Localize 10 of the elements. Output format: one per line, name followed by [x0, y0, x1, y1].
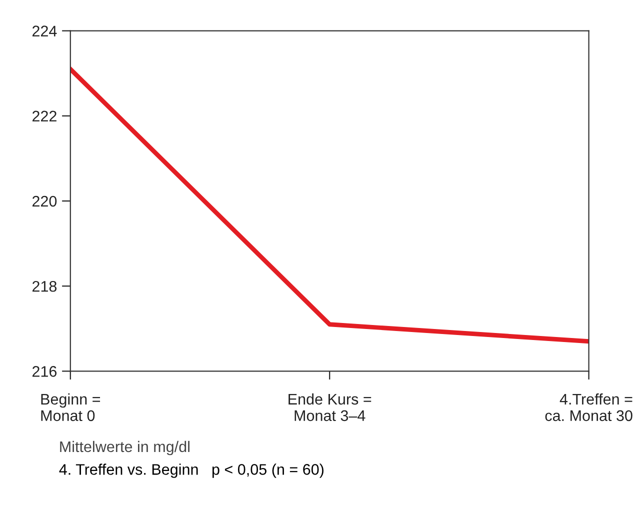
y-tick-label: 224 [32, 26, 57, 36]
y-tick-label: 218 [32, 280, 57, 292]
y-tick-label: 220 [32, 196, 57, 207]
x-tick-label: 4.Treffen = ca. Monat 30 [545, 393, 632, 422]
y-tick-label: 222 [32, 110, 56, 122]
y-tick-label: 216 [32, 366, 57, 377]
text: 4. Treffen vs. Beginn p < 0,05 (n = 60) [59, 464, 324, 478]
x-tick-label: Ende Kurs = Monat 3–4 [288, 393, 372, 422]
x-tick-label: Beginn = Monat 0 [41, 393, 100, 422]
text: Mittelwerte in mg/dl [60, 440, 190, 456]
